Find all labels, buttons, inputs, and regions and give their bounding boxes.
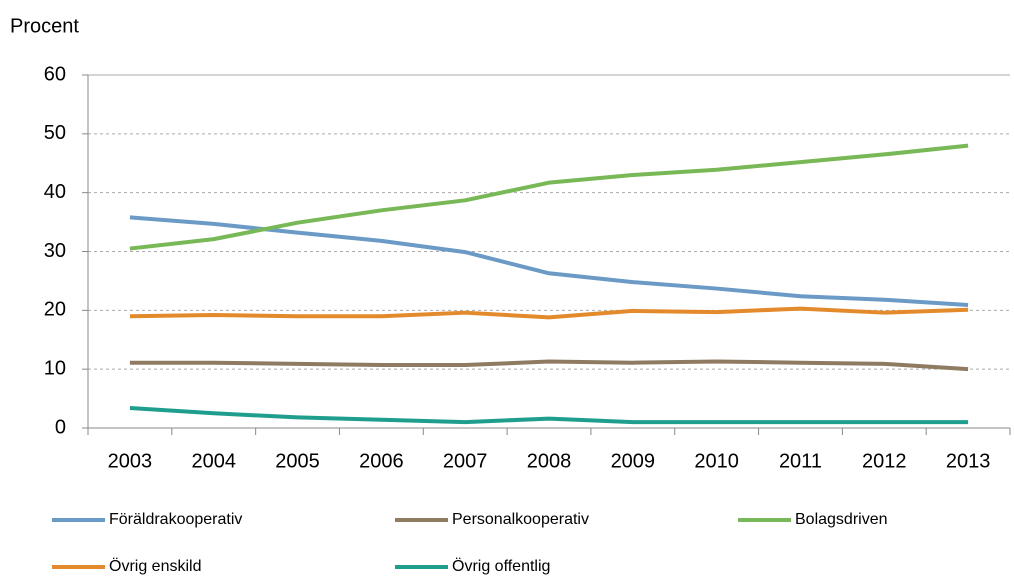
x-tick-label: 2011 (779, 450, 822, 472)
x-tick-label: 2006 (359, 450, 404, 472)
legend-label: Övrig offentlig (452, 557, 550, 575)
x-tick-label: 2007 (443, 450, 488, 472)
x-tick-label: 2010 (694, 450, 739, 472)
x-tick-label: 2003 (108, 450, 153, 472)
series-line (129, 306, 969, 320)
legend-label: Övrig enskild (109, 557, 201, 575)
x-tick-label: 2008 (527, 450, 572, 472)
y-axis-label: Procent (10, 15, 79, 37)
x-tick-label: 2009 (611, 450, 656, 472)
y-tick-label: 0 (55, 416, 66, 438)
x-tick-label: 2012 (862, 450, 907, 472)
x-tick-label: 2013 (946, 450, 991, 472)
y-tick-label: 50 (44, 122, 66, 144)
y-tick-label: 60 (44, 63, 66, 85)
legend-label: Personalkooperativ (452, 511, 589, 528)
series-line (129, 359, 969, 372)
y-tick-label: 40 (44, 181, 66, 203)
x-tick-label: 2004 (191, 450, 236, 472)
legend-label: Föräldrakooperativ (109, 511, 242, 528)
y-tick-label: 10 (44, 357, 66, 379)
x-tick-label: 2005 (275, 450, 320, 472)
series-line (129, 406, 969, 425)
y-tick-label: 20 (44, 299, 66, 321)
y-tick-label: 30 (44, 240, 66, 262)
series-line (129, 143, 969, 251)
legend-label: Bolagsdriven (795, 511, 888, 528)
